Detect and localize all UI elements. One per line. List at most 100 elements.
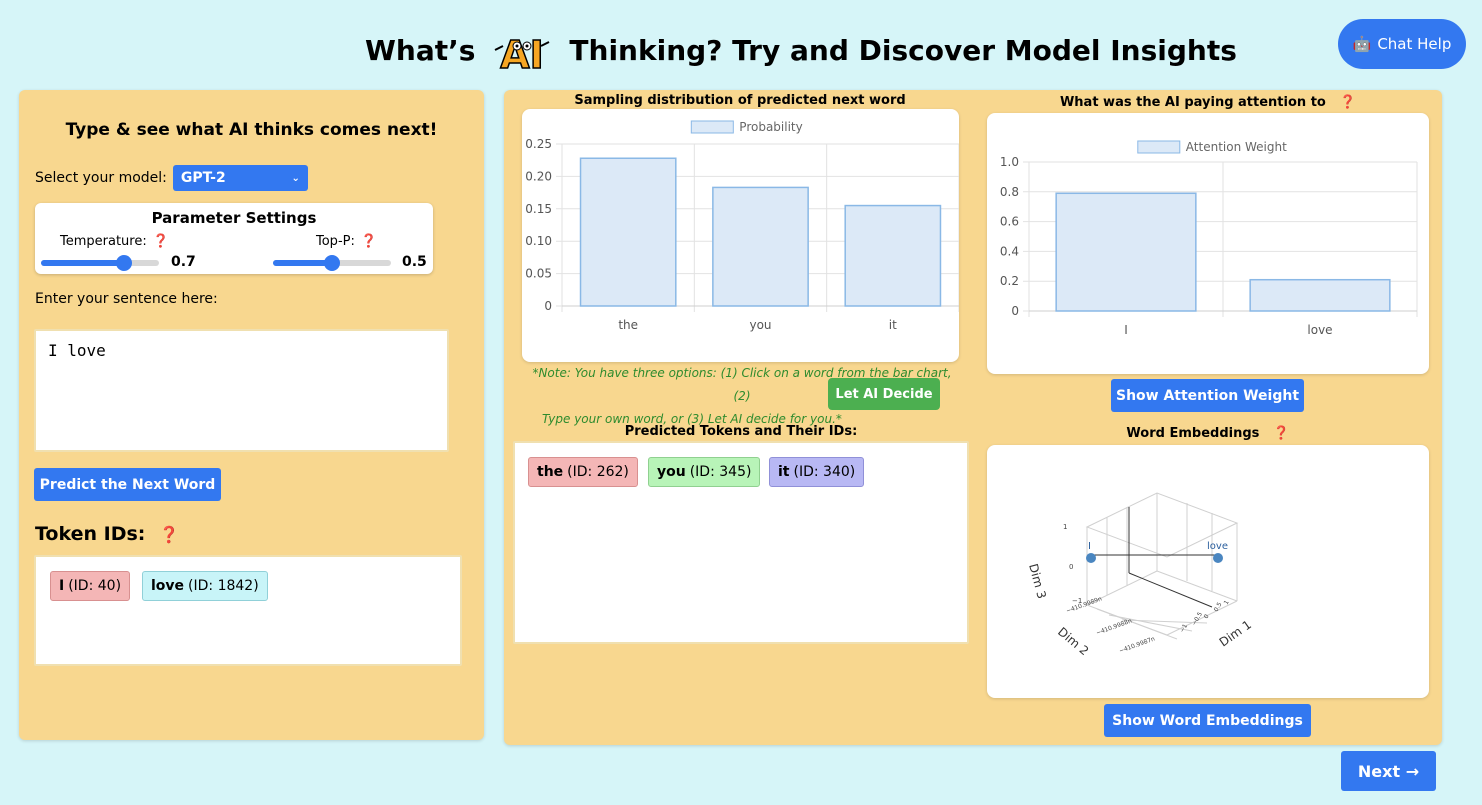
let-ai-decide-button[interactable]: Let AI Decide xyxy=(828,378,940,410)
attention-y-tick-label: 0 xyxy=(1011,304,1019,318)
dim1-tick-3: −0.5 xyxy=(1191,611,1204,627)
attention-legend-swatch[interactable] xyxy=(1137,140,1181,154)
embeddings-chart[interactable]: 1 0 −1 −410.9989n −410.9988n −410.9987n … xyxy=(987,445,1429,698)
sentence-label: Enter your sentence here: xyxy=(35,291,218,307)
input-panel-title: Type & see what AI thinks comes next! xyxy=(65,120,438,140)
next-button[interactable]: Next → xyxy=(1341,751,1436,791)
attention-y-tick-label: 0.2 xyxy=(1000,274,1019,288)
temperature-help-icon[interactable]: ❓ xyxy=(152,234,169,249)
page-title: What’s AI Thinking? Try and Discover Mod… xyxy=(365,28,1237,72)
topp-label-row: Top-P: ❓ xyxy=(316,234,377,249)
predict-button[interactable]: Predict the Next Word xyxy=(34,468,221,501)
show-attention-button[interactable]: Show Attention Weight xyxy=(1111,379,1304,412)
distribution-y-tick-label: 0.15 xyxy=(525,202,552,216)
topp-slider[interactable] xyxy=(273,255,391,271)
distribution-x-tick-label: you xyxy=(749,318,771,332)
attention-y-tick-label: 0.8 xyxy=(1000,185,1019,199)
show-embeddings-button[interactable]: Show Word Embeddings xyxy=(1104,704,1311,737)
temperature-label: Temperature: xyxy=(60,234,147,249)
token-ids-title: Token IDs: xyxy=(35,523,146,545)
distribution-y-tick-label: 0.10 xyxy=(525,234,552,248)
predicted-token-chip[interactable]: you (ID: 345) xyxy=(648,457,761,487)
temperature-slider[interactable] xyxy=(41,255,159,271)
attention-bar-love[interactable] xyxy=(1249,278,1391,312)
ai-logo-icon: AI xyxy=(494,32,550,72)
ai-logo-text: AI xyxy=(501,33,545,72)
parameter-settings-title: Parameter Settings xyxy=(151,209,317,227)
model-label: Select your model: xyxy=(35,170,167,186)
predicted-token-chip[interactable]: it (ID: 340) xyxy=(769,457,865,487)
token-ids-box: I (ID: 40) love (ID: 1842) xyxy=(34,555,462,666)
model-value: GPT-2 xyxy=(180,170,226,186)
temperature-slider-thumb[interactable] xyxy=(115,255,132,271)
attention-heading: What was the AI paying attention to ❓ xyxy=(987,95,1429,110)
predicted-tokens-title: Predicted Tokens and Their IDs: xyxy=(624,424,858,439)
distribution-bar-the[interactable] xyxy=(579,157,677,307)
distribution-legend-label: Probability xyxy=(739,120,802,134)
distribution-bar-it[interactable] xyxy=(844,204,942,307)
attention-title: What was the AI paying attention to xyxy=(1059,95,1326,110)
topp-label: Top-P: xyxy=(316,234,355,249)
token-chip: love (ID: 1842) xyxy=(142,571,268,601)
embeddings-title: Word Embeddings xyxy=(1126,426,1260,441)
insights-panel: Sampling distribution of predicted next … xyxy=(504,90,1442,745)
dim3-tick-bottom: −1 xyxy=(1072,597,1082,605)
token-id: (ID: 1842) xyxy=(188,578,259,594)
token-help-icon[interactable]: ❓ xyxy=(159,524,180,544)
dim1-axis-label: Dim 1 xyxy=(1217,618,1254,650)
predicted-token-word: it xyxy=(778,464,790,480)
dim3-axis-label: Dim 3 xyxy=(1026,562,1049,600)
distribution-chart: Probability 0 0.05 0.10 0.15 0.20 0.25 the you it xyxy=(525,120,960,332)
embeddings-help-icon[interactable]: ❓ xyxy=(1273,426,1290,441)
dim3-tick-mid: 0 xyxy=(1069,563,1073,571)
temperature-label-row: Temperature: ❓ xyxy=(60,234,169,249)
robot-icon: 🤖 xyxy=(1352,35,1372,53)
predicted-token-chip[interactable]: the (ID: 262) xyxy=(528,457,638,487)
chat-help-label: Chat Help xyxy=(1377,35,1452,53)
topp-value: 0.5 xyxy=(402,254,427,270)
predicted-token-id: (ID: 345) xyxy=(689,464,752,480)
header: What’s AI Thinking? Try and Discover Mod… xyxy=(0,0,1482,90)
distribution-bar-you[interactable] xyxy=(712,186,809,307)
distribution-x-tick-label: the xyxy=(618,318,638,332)
distribution-legend-swatch[interactable] xyxy=(690,120,734,134)
embedding-point-love[interactable] xyxy=(1213,553,1223,563)
note-line-1: *Note: You have three options: (1) Click… xyxy=(532,366,952,403)
predicted-token-word: you xyxy=(657,464,686,480)
topp-slider-thumb[interactable] xyxy=(324,255,340,271)
predicted-token-word: the xyxy=(537,464,564,480)
attention-x-tick-label: I xyxy=(1124,323,1128,337)
distribution-y-tick-label: 0.20 xyxy=(525,169,552,183)
note-line-2: Type your own word, or (3) Let AI decide… xyxy=(542,412,842,426)
temperature-value: 0.7 xyxy=(171,254,196,270)
embedding-label-love: love xyxy=(1207,541,1228,552)
attention-x-tick-label: love xyxy=(1307,323,1332,337)
distribution-chart-card: Probability 0 0.05 0.10 0.15 0.20 0.25 the you it xyxy=(522,109,960,362)
embedding-point-i[interactable] xyxy=(1086,553,1096,563)
token-word: I xyxy=(59,578,65,594)
chat-help-button[interactable]: 🤖 Chat Help xyxy=(1338,19,1466,69)
sentence-input[interactable]: I love xyxy=(34,329,449,452)
attention-y-tick-label: 1.0 xyxy=(1000,155,1019,169)
dim1-tick-0: 1 xyxy=(1223,599,1231,606)
attention-chart: Attention Weight 0 0.2 0.4 0.6 0.8 1.0 I love xyxy=(1000,140,1418,337)
embedding-label-i: I xyxy=(1088,541,1091,552)
model-row: Select your model: GPT-2 ⌄ xyxy=(35,165,308,191)
topp-help-icon[interactable]: ❓ xyxy=(360,234,378,249)
token-id: (ID: 40) xyxy=(68,578,122,594)
dim2-axis-label: Dim 2 xyxy=(1055,625,1091,659)
input-panel: Type & see what AI thinks comes next! Se… xyxy=(19,90,484,740)
distribution-y-tick-label: 0.25 xyxy=(525,137,552,151)
embeddings-chart-card: 1 0 −1 −410.9989n −410.9988n −410.9987n … xyxy=(987,445,1429,698)
title-before: What’s xyxy=(365,33,476,67)
distribution-title: Sampling distribution of predicted next … xyxy=(574,93,906,108)
token-word: love xyxy=(151,578,185,594)
embeddings-heading: Word Embeddings ❓ xyxy=(987,426,1429,441)
model-select[interactable]: GPT-2 ⌄ xyxy=(172,165,308,191)
topp-slider-fill xyxy=(273,260,332,266)
attention-help-icon[interactable]: ❓ xyxy=(1339,95,1357,110)
distribution-x-tick-label: it xyxy=(889,318,897,332)
dim2-tick-2: −410.9987n xyxy=(1118,635,1156,654)
attention-bar-I[interactable] xyxy=(1055,192,1197,312)
